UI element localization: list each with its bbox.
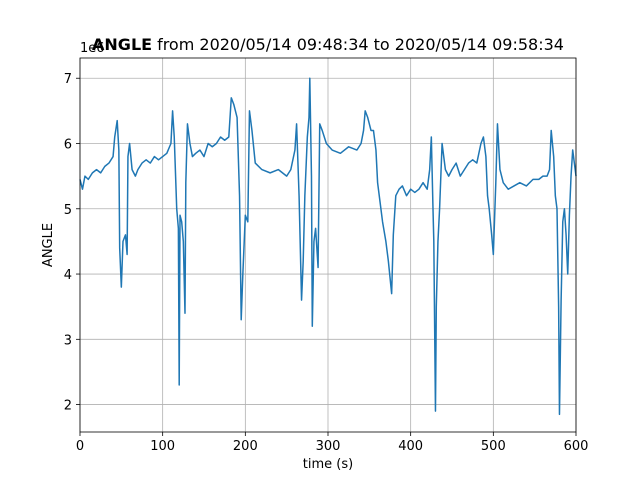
y-axis-label: ANGLE xyxy=(41,223,56,267)
chart-title: ANGLE from 2020/05/14 09:48:34 to 2020/05… xyxy=(92,35,564,54)
x-tick-label: 200 xyxy=(233,439,258,454)
y-tick-label: 5 xyxy=(64,203,72,218)
y-tick-label: 6 xyxy=(64,138,72,153)
x-axis-label: time (s) xyxy=(303,457,353,472)
y-tick-label: 7 xyxy=(64,72,72,87)
x-tick-label: 500 xyxy=(481,439,506,454)
x-tick-label: 600 xyxy=(564,439,589,454)
y-tick-label: 2 xyxy=(64,399,72,414)
title-text: from 2020/05/14 09:48:34 to 2020/05/14 0… xyxy=(157,35,564,54)
data-line xyxy=(79,77,577,416)
x-tick-label: 100 xyxy=(150,439,175,454)
x-tick-label: 300 xyxy=(316,439,341,454)
x-tick-label: 0 xyxy=(76,439,84,454)
y-offset-label: 1e6 xyxy=(80,41,105,56)
plot-frame xyxy=(79,57,577,433)
y-tick-label: 3 xyxy=(64,333,72,348)
title-bold: ANGLE xyxy=(92,35,152,54)
x-tick-label: 400 xyxy=(398,439,423,454)
y-tick-label: 4 xyxy=(64,268,72,283)
